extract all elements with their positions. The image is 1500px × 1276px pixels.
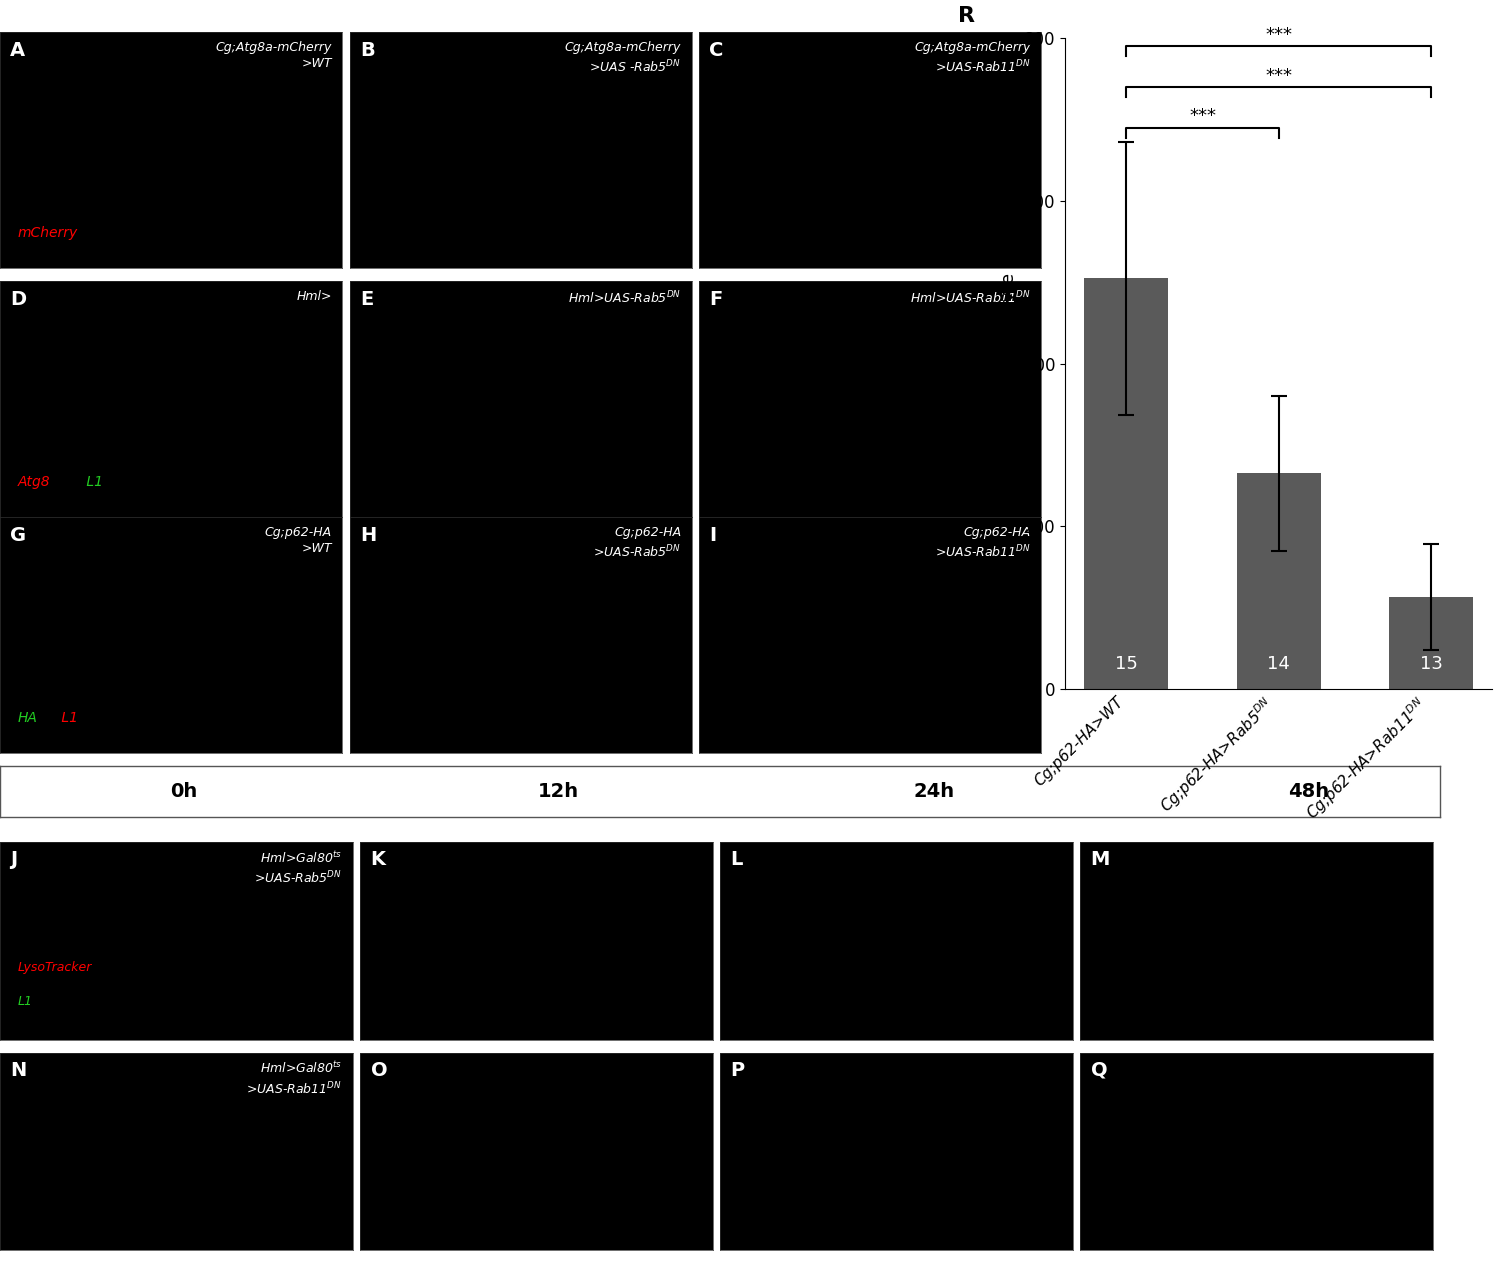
Text: ***: ***: [1264, 26, 1292, 43]
Text: H: H: [360, 526, 376, 545]
Text: ***: ***: [1264, 66, 1292, 84]
Bar: [1084, 278, 1168, 689]
Text: Q: Q: [1090, 1060, 1107, 1079]
Text: L: L: [730, 850, 742, 869]
Text: F: F: [710, 290, 723, 309]
Text: mCherry: mCherry: [18, 226, 78, 240]
Bar: [1389, 597, 1473, 689]
Text: O: O: [370, 1060, 387, 1079]
Text: K: K: [370, 850, 386, 869]
Text: C: C: [710, 41, 723, 60]
Text: Hml>Gal80$^{ts}$
>UAS-Rab11$^{DN}$: Hml>Gal80$^{ts}$ >UAS-Rab11$^{DN}$: [246, 1060, 342, 1097]
Text: J: J: [10, 850, 18, 869]
Text: Hml>: Hml>: [296, 290, 332, 304]
Text: M: M: [1090, 850, 1110, 869]
Text: Cg;p62-HA
>UAS-Rab11$^{DN}$: Cg;p62-HA >UAS-Rab11$^{DN}$: [934, 526, 1030, 560]
Text: Hml>UAS-Rab5$^{DN}$: Hml>UAS-Rab5$^{DN}$: [568, 290, 681, 306]
Text: I: I: [710, 526, 717, 545]
Text: A: A: [10, 41, 26, 60]
Text: 48h: 48h: [1288, 782, 1329, 800]
Text: Hml>UAS-Rab11$^{DN}$: Hml>UAS-Rab11$^{DN}$: [909, 290, 1030, 306]
Text: 0h: 0h: [170, 782, 196, 800]
Text: E: E: [360, 290, 374, 309]
Text: LysoTracker: LysoTracker: [18, 961, 93, 974]
Text: Atg8: Atg8: [18, 475, 51, 489]
Text: Cg;Atg8a-mCherry
>WT: Cg;Atg8a-mCherry >WT: [216, 41, 332, 70]
Text: Cg;Atg8a-mCherry
>UAS-Rab11$^{DN}$: Cg;Atg8a-mCherry >UAS-Rab11$^{DN}$: [915, 41, 1030, 75]
Text: P: P: [730, 1060, 744, 1079]
Text: Cg;Atg8a-mCherry
>UAS -Rab5$^{DN}$: Cg;Atg8a-mCherry >UAS -Rab5$^{DN}$: [566, 41, 681, 75]
Text: ***: ***: [1190, 107, 1216, 125]
Text: 15: 15: [1114, 655, 1138, 672]
Text: Cg;p62-HA
>WT: Cg;p62-HA >WT: [264, 526, 332, 555]
Bar: [1238, 473, 1320, 689]
Text: N: N: [10, 1060, 27, 1079]
Text: L1: L1: [82, 475, 104, 489]
Text: 24h: 24h: [914, 782, 954, 800]
Text: Cg;p62-HA
>UAS-Rab5$^{DN}$: Cg;p62-HA >UAS-Rab5$^{DN}$: [592, 526, 681, 560]
Text: 12h: 12h: [538, 782, 579, 800]
Text: L1: L1: [18, 995, 33, 1008]
Text: R: R: [958, 6, 975, 26]
Text: L1: L1: [57, 711, 78, 725]
Text: 13: 13: [1419, 655, 1443, 672]
Text: B: B: [360, 41, 375, 60]
Y-axis label: p62 level/Hemocyte: p62 level/Hemocyte: [1000, 273, 1018, 454]
Text: HA: HA: [18, 711, 38, 725]
Text: D: D: [10, 290, 27, 309]
Text: 14: 14: [1268, 655, 1290, 672]
Text: Hml>Gal80$^{ts}$
>UAS-Rab5$^{DN}$: Hml>Gal80$^{ts}$ >UAS-Rab5$^{DN}$: [254, 850, 342, 887]
Text: G: G: [10, 526, 27, 545]
